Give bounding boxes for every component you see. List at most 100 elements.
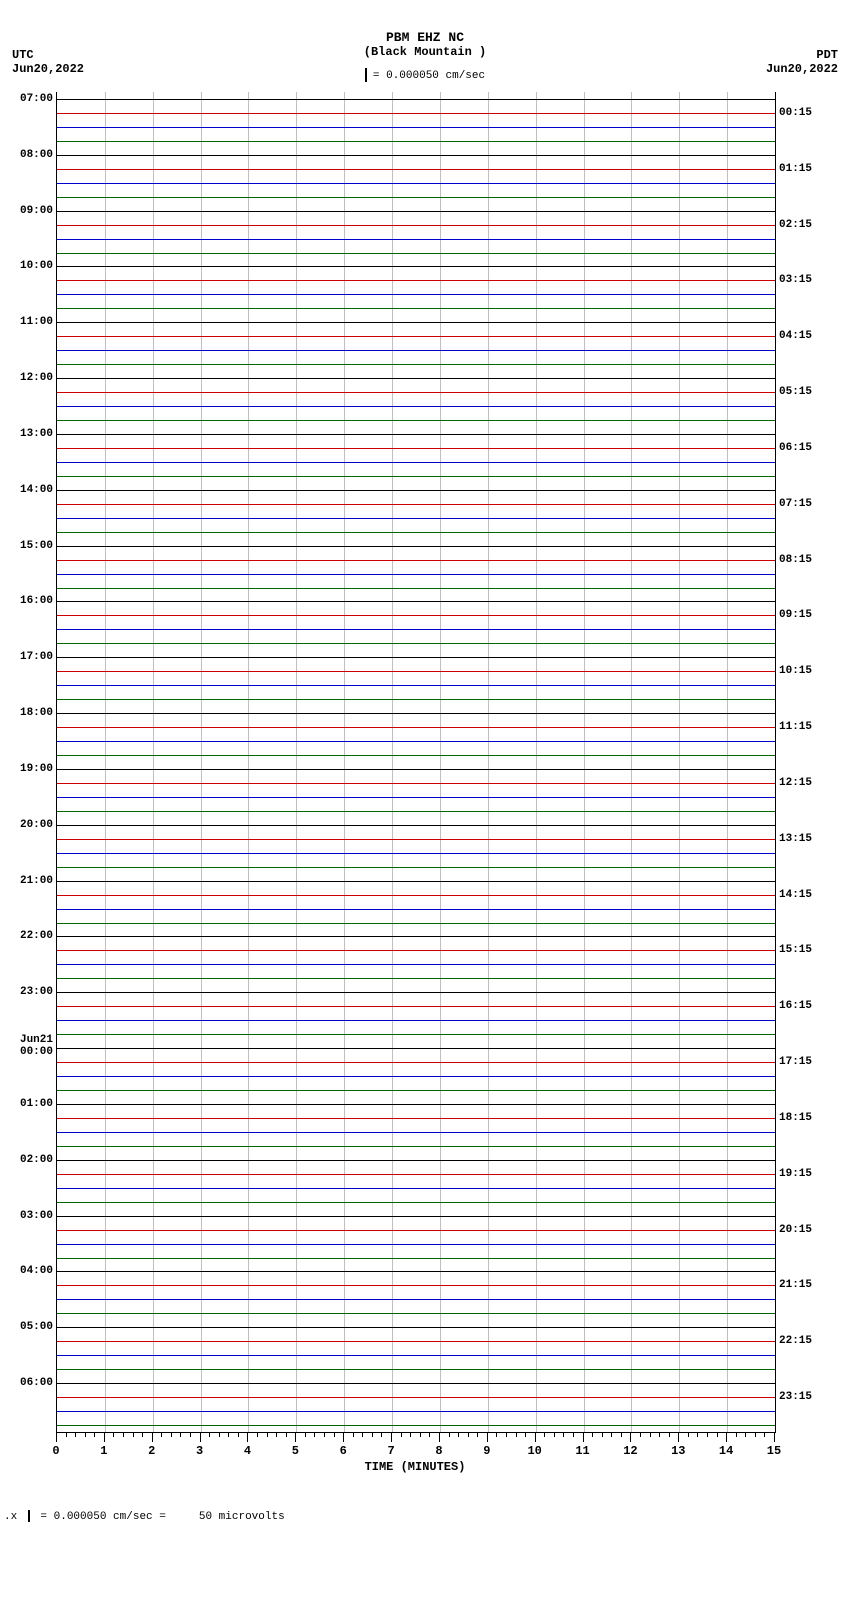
seismic-trace: [57, 518, 775, 519]
seismic-trace: [57, 406, 775, 407]
x-tick-label: 14: [719, 1444, 733, 1458]
seismic-trace: [57, 1369, 775, 1370]
seismic-trace: [57, 476, 775, 477]
utc-time-label: 14:00: [20, 484, 57, 496]
pdt-time-label: 01:15: [775, 163, 812, 175]
seismic-trace: [57, 280, 775, 281]
utc-time-label: 04:00: [20, 1265, 57, 1277]
seismic-trace: [57, 448, 775, 449]
seismic-trace: [57, 741, 775, 742]
seismic-trace: [57, 615, 775, 616]
x-tick-minor: [257, 1432, 258, 1437]
left-tz: UTC: [12, 48, 84, 62]
pdt-time-label: 22:15: [775, 1335, 812, 1347]
grid-line: [727, 92, 728, 1432]
seismic-trace: [57, 839, 775, 840]
x-tick-minor: [267, 1432, 268, 1437]
x-tick-minor: [133, 1432, 134, 1437]
x-tick-minor: [353, 1432, 354, 1437]
x-tick-minor: [592, 1432, 593, 1437]
x-tick-minor: [381, 1432, 382, 1437]
seismic-trace: [57, 1006, 775, 1007]
seismic-trace: [57, 588, 775, 589]
utc-time-label: 01:00: [20, 1098, 57, 1110]
grid-line: [296, 92, 297, 1432]
x-tick: [56, 1432, 57, 1442]
seismic-trace: [57, 1271, 775, 1272]
x-tick-minor: [554, 1432, 555, 1437]
scale-note: = 0.000050 cm/sec: [0, 68, 850, 82]
utc-time-label: 19:00: [20, 763, 57, 775]
grid-line: [488, 92, 489, 1432]
seismic-trace: [57, 197, 775, 198]
seismic-trace: [57, 1244, 775, 1245]
x-tick-minor: [669, 1432, 670, 1437]
x-tick-minor: [697, 1432, 698, 1437]
x-tick-minor: [66, 1432, 67, 1437]
seismic-trace: [57, 1034, 775, 1035]
pdt-time-label: 23:15: [775, 1391, 812, 1403]
x-tick-minor: [324, 1432, 325, 1437]
seismic-trace: [57, 1355, 775, 1356]
x-tick-minor: [305, 1432, 306, 1437]
seismic-trace: [57, 1285, 775, 1286]
x-tick-minor: [362, 1432, 363, 1437]
grid-line: [153, 92, 154, 1432]
grid-line: [248, 92, 249, 1432]
seismic-trace: [57, 1090, 775, 1091]
seismic-trace: [57, 308, 775, 309]
x-tick-minor: [764, 1432, 765, 1437]
x-tick: [630, 1432, 631, 1442]
seismic-trace: [57, 1160, 775, 1161]
seismic-trace: [57, 853, 775, 854]
seismic-trace: [57, 1411, 775, 1412]
x-tick-minor: [496, 1432, 497, 1437]
x-tick: [391, 1432, 392, 1442]
seismic-trace: [57, 909, 775, 910]
seismic-trace: [57, 392, 775, 393]
x-tick-minor: [650, 1432, 651, 1437]
seismic-trace: [57, 1048, 775, 1049]
x-tick: [247, 1432, 248, 1442]
x-tick-minor: [745, 1432, 746, 1437]
utc-time-label: 11:00: [20, 316, 57, 328]
utc-time-label: 17:00: [20, 651, 57, 663]
x-tick: [200, 1432, 201, 1442]
seismic-trace: [57, 936, 775, 937]
station-code: PBM EHZ NC: [0, 30, 850, 45]
seismic-trace: [57, 685, 775, 686]
x-tick-minor: [94, 1432, 95, 1437]
x-axis-title: TIME (MINUTES): [56, 1460, 774, 1474]
x-tick-label: 13: [671, 1444, 685, 1458]
x-tick: [487, 1432, 488, 1442]
seismic-trace: [57, 1188, 775, 1189]
seismic-trace: [57, 978, 775, 979]
x-tick-minor: [717, 1432, 718, 1437]
seismic-trace: [57, 253, 775, 254]
grid-line: [679, 92, 680, 1432]
seismic-trace: [57, 141, 775, 142]
x-tick-label: 3: [196, 1444, 203, 1458]
x-tick: [439, 1432, 440, 1442]
seismic-trace: [57, 155, 775, 156]
utc-time-label: 15:00: [20, 540, 57, 552]
utc-time-label: 10:00: [20, 260, 57, 272]
seismic-trace: [57, 266, 775, 267]
footer-scale: .x = 0.000050 cm/sec = 50 microvolts: [4, 1510, 285, 1523]
grid-line: [201, 92, 202, 1432]
seismic-trace: [57, 1299, 775, 1300]
pdt-time-label: 15:15: [775, 944, 812, 956]
x-tick-minor: [573, 1432, 574, 1437]
seismic-trace: [57, 1258, 775, 1259]
x-tick-minor: [209, 1432, 210, 1437]
x-tick-minor: [602, 1432, 603, 1437]
grid-line: [584, 92, 585, 1432]
x-tick-minor: [621, 1432, 622, 1437]
seismic-trace: [57, 964, 775, 965]
seismic-trace: [57, 643, 775, 644]
footer-text-right: 50 microvolts: [199, 1511, 285, 1523]
scale-text: = 0.000050 cm/sec: [373, 70, 485, 82]
seismic-trace: [57, 1076, 775, 1077]
utc-time-label: 06:00: [20, 1377, 57, 1389]
seismic-trace: [57, 671, 775, 672]
